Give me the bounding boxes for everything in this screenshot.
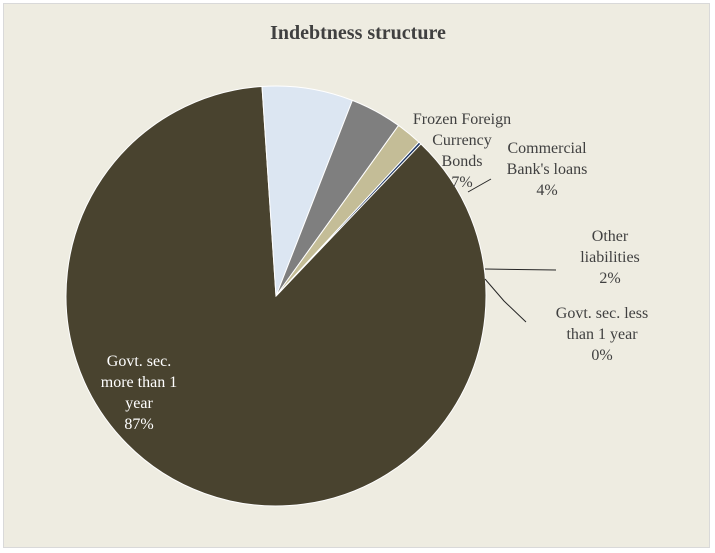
slice-label-1: Govt. sec. more than 1 year 87% [101,353,177,433]
leader-line-5 [484,278,527,323]
slice-label-5: Govt. sec. less than 1 year 0% [556,305,648,364]
pie-slice-1 [65,85,487,507]
pie-slice-5 [275,141,422,297]
chart-title: Indebtness structure [270,22,446,44]
pie-chart: Indebtness structure Govt. sec. more than… [65,22,648,507]
leader-line-3 [467,178,492,193]
slice-label-3: Commercial Bank's loans 4% [507,140,588,199]
leader-line-4 [484,268,557,271]
slice-label-2: Frozen Foreign Currency Bonds 7% [413,111,511,191]
chart-area: Indebtness structure Govt. sec. more than… [3,3,710,548]
slice-label-4: Other liabilities 2% [580,228,640,287]
